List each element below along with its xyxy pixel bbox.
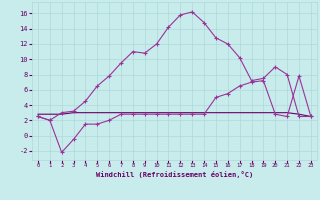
X-axis label: Windchill (Refroidissement éolien,°C): Windchill (Refroidissement éolien,°C) (96, 171, 253, 178)
